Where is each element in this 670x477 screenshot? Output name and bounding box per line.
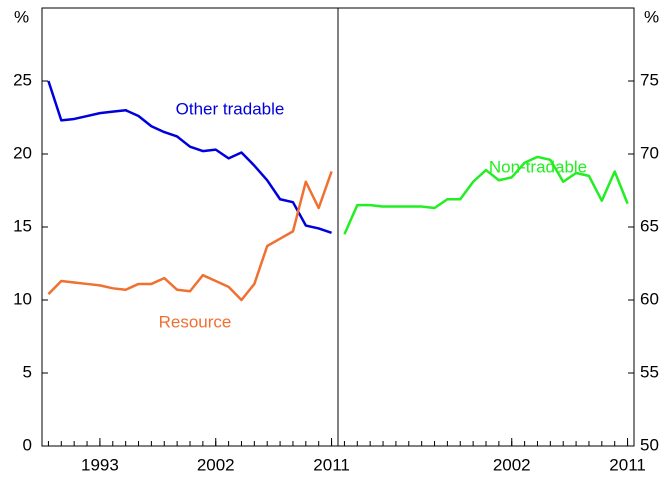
y-axis-label: % [14,7,29,26]
x-tick-label: 1993 [81,455,119,474]
y2-tick-label: 70 [640,143,659,162]
series-label: Resource [159,312,232,331]
y2-tick-label: 60 [640,289,659,308]
x-tick-label: 2011 [313,455,350,474]
series-label: Other tradable [176,99,285,118]
x-tick-label: 2002 [493,455,531,474]
y-tick-label: 10 [13,289,32,308]
y-tick-label: 0 [23,435,32,454]
y2-tick-label: 75 [640,70,659,89]
line-series [343,155,629,235]
x-tick-label: 2002 [197,455,235,474]
line-series [47,171,333,302]
y-tick-label: 25 [13,70,32,89]
line-series [47,80,332,235]
series-label: Non-tradable [489,157,587,176]
y-tick-label: 15 [13,216,32,235]
y-tick-label: 20 [13,143,32,162]
y2-tick-label: 50 [640,435,659,454]
y-tick-label: 5 [23,362,32,381]
y2-tick-label: 55 [640,362,659,381]
x-tick-label: 2011 [609,455,646,474]
y2-axis-label: % [644,7,659,26]
y2-tick-label: 65 [640,216,659,235]
